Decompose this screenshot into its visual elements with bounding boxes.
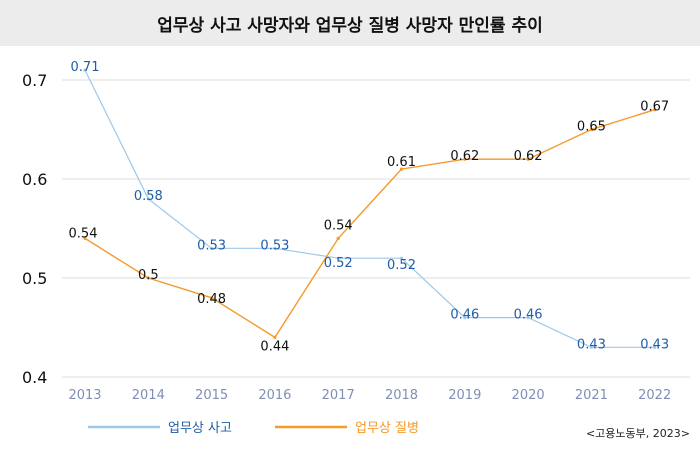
data-point [589,127,594,132]
data-label: 0.53 [260,238,289,253]
data-label: 0.53 [197,238,226,253]
data-label: 0.67 [640,100,669,115]
data-label: 0.61 [387,155,416,170]
data-point [83,68,87,72]
x-tick-label: 2022 [638,388,671,403]
data-point [653,108,657,112]
data-point [463,316,467,320]
x-tick-label: 2018 [385,388,418,403]
data-point [589,345,594,349]
data-point [399,167,404,171]
data-point [463,157,467,161]
data-point [526,316,530,320]
data-label: 0.65 [577,120,606,135]
y-tick-label: 0.5 [22,269,47,288]
series-line-2 [84,109,655,339]
data-label: 0.43 [577,337,606,352]
data-point [210,296,214,300]
data-label: 0.5 [138,268,159,283]
legend-label-2: 업무상 질병 [355,421,419,436]
data-point [83,236,87,240]
data-label: 0.54 [324,218,353,233]
data-label: 0.52 [387,258,416,273]
data-point [273,246,277,250]
data-point [653,345,657,349]
data-label: 0.46 [514,308,543,323]
data-label: 0.71 [71,60,100,75]
x-tick-label: 2015 [195,388,228,403]
x-tick-label: 2013 [68,388,101,403]
y-tick-label: 0.7 [22,71,47,90]
y-tick-label: 0.4 [22,368,47,387]
data-point [210,246,214,250]
data-label: 0.43 [640,337,669,352]
legend-label-1: 업무상 사고 [168,421,232,436]
data-point [399,256,404,260]
data-point [336,256,340,260]
data-label: 0.52 [324,256,353,271]
source-note: <고용노동부, 2023> [585,427,690,440]
chart-title: 업무상 사고 사망자와 업무상 질병 사망자 만인률 추이 [157,15,543,36]
data-label: 0.58 [134,189,163,204]
series-line-1 [84,69,655,348]
x-tick-label: 2016 [258,388,291,403]
data-point [273,335,277,339]
data-label: 0.48 [197,292,226,307]
data-label: 0.54 [69,226,98,241]
data-point [146,276,150,280]
x-tick-label: 2017 [322,388,355,403]
x-tick-label: 2014 [132,388,165,403]
data-label: 0.62 [450,149,479,164]
data-label: 0.44 [260,339,289,354]
data-point [526,157,530,161]
data-point [336,236,340,240]
x-tick-label: 2021 [575,388,608,403]
x-tick-label: 2020 [512,388,545,403]
x-tick-label: 2019 [448,388,481,403]
data-label: 0.62 [514,149,543,164]
data-point [146,197,150,201]
y-tick-label: 0.6 [22,170,47,189]
data-label: 0.46 [450,308,479,323]
chart-title-bar: 업무상 사고 사망자와 업무상 질병 사망자 만인률 추이 [0,0,700,46]
